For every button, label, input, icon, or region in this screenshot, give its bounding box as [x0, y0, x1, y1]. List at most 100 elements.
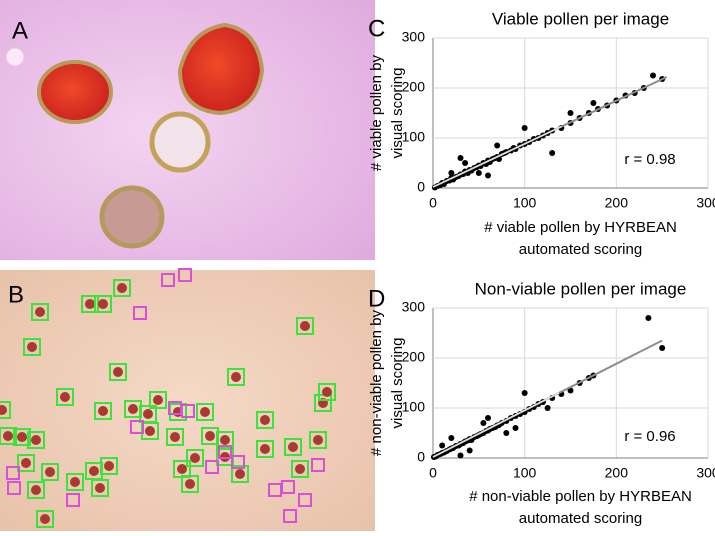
pollen-dot — [31, 485, 41, 495]
point — [480, 420, 487, 426]
pollen-dot — [231, 372, 241, 382]
point — [590, 100, 597, 106]
pollen-dot — [113, 367, 123, 377]
pollen-dot — [153, 395, 163, 405]
point — [475, 170, 482, 176]
point — [439, 442, 446, 449]
box-viable — [318, 383, 336, 401]
pollen-dot — [200, 407, 210, 417]
point — [645, 315, 652, 321]
box-nonviable — [7, 481, 21, 495]
y-tick-label: 200 — [402, 349, 426, 365]
annotation: r = 0.98 — [624, 151, 675, 168]
x-tick-label: 300 — [696, 195, 715, 211]
box-viable — [309, 431, 327, 449]
pollen-dot — [177, 464, 187, 474]
box-viable — [296, 317, 314, 335]
y-axis-label: # viable pollen by — [368, 55, 385, 171]
pollen-dot — [300, 321, 310, 331]
image-b: B — [0, 268, 375, 531]
pollen-dot — [205, 431, 215, 441]
x-axis-label: # viable pollen by HYRBEAN — [484, 219, 677, 236]
point — [457, 452, 464, 459]
x-tick-label: 0 — [429, 465, 437, 481]
point — [494, 142, 501, 149]
box-nonviable — [205, 460, 219, 474]
box-nonviable — [298, 493, 312, 507]
box-viable — [100, 457, 118, 475]
point — [567, 110, 574, 116]
chart-title: Non-viable pollen per image — [475, 279, 687, 298]
box-nonviable — [66, 493, 80, 507]
x-tick-label: 200 — [605, 465, 629, 481]
pollen-dot — [260, 444, 270, 454]
box-viable — [66, 473, 84, 491]
box-nonviable — [133, 306, 147, 320]
image-a: A — [0, 0, 375, 260]
pollen-dot — [170, 432, 180, 442]
box-viable — [56, 388, 74, 406]
box-viable — [36, 510, 54, 528]
pollen-dot — [260, 415, 270, 425]
box-viable — [23, 338, 41, 356]
box-viable — [13, 428, 31, 446]
y-tick-label: 100 — [402, 399, 426, 415]
point — [650, 72, 656, 79]
y-tick-label: 0 — [417, 449, 425, 465]
point — [503, 430, 510, 436]
box-nonviable — [283, 509, 297, 523]
pollen-dot — [295, 464, 305, 474]
point — [544, 405, 551, 411]
pollen-dot — [288, 442, 298, 452]
pollen-dot — [143, 409, 153, 419]
pollen-dot — [185, 479, 195, 489]
x-axis-label: automated scoring — [519, 241, 642, 258]
point — [549, 150, 556, 156]
point — [457, 155, 464, 161]
pollen-dot — [0, 405, 7, 415]
pollen-dot — [40, 514, 50, 524]
box-nonviable — [161, 273, 175, 287]
trend-line-inner — [432, 125, 562, 188]
annotation: r = 0.96 — [624, 428, 675, 445]
point — [567, 387, 574, 394]
box-viable — [27, 481, 45, 499]
pollen-dot — [89, 466, 99, 476]
box-viable — [256, 411, 274, 429]
box-viable — [27, 431, 45, 449]
point — [485, 415, 491, 421]
box-viable — [166, 428, 184, 446]
pollen-dot — [17, 432, 27, 442]
box-viable — [149, 391, 167, 409]
box-viable — [196, 403, 214, 421]
pollen-dot — [190, 453, 200, 463]
box-nonviable — [130, 420, 144, 434]
point — [466, 447, 473, 454]
box-nonviable — [218, 445, 232, 459]
x-axis-label: automated scoring — [519, 510, 642, 527]
pollen-dot — [45, 467, 55, 477]
pollen-dot — [117, 283, 127, 293]
pollen-dot — [3, 431, 13, 441]
pollen-dot — [313, 435, 323, 445]
panel-label: A — [12, 17, 28, 44]
box-nonviable — [311, 458, 325, 472]
pollen-dot — [85, 299, 95, 309]
box-viable — [109, 363, 127, 381]
pollen-dot — [21, 458, 31, 468]
box-viable — [256, 440, 274, 458]
x-tick-label: 300 — [696, 465, 715, 481]
x-tick-label: 100 — [513, 195, 537, 211]
x-axis-label: # non-viable pollen by HYRBEAN — [469, 488, 692, 505]
pollen-dot — [95, 483, 105, 493]
point — [512, 425, 519, 431]
pollen-dot — [98, 299, 108, 309]
box-viable — [186, 449, 204, 467]
x-tick-label: 200 — [605, 195, 629, 211]
point — [521, 125, 528, 131]
y-tick-label: 300 — [402, 299, 426, 315]
pollen-dot — [220, 435, 230, 445]
box-nonviable — [178, 268, 192, 282]
